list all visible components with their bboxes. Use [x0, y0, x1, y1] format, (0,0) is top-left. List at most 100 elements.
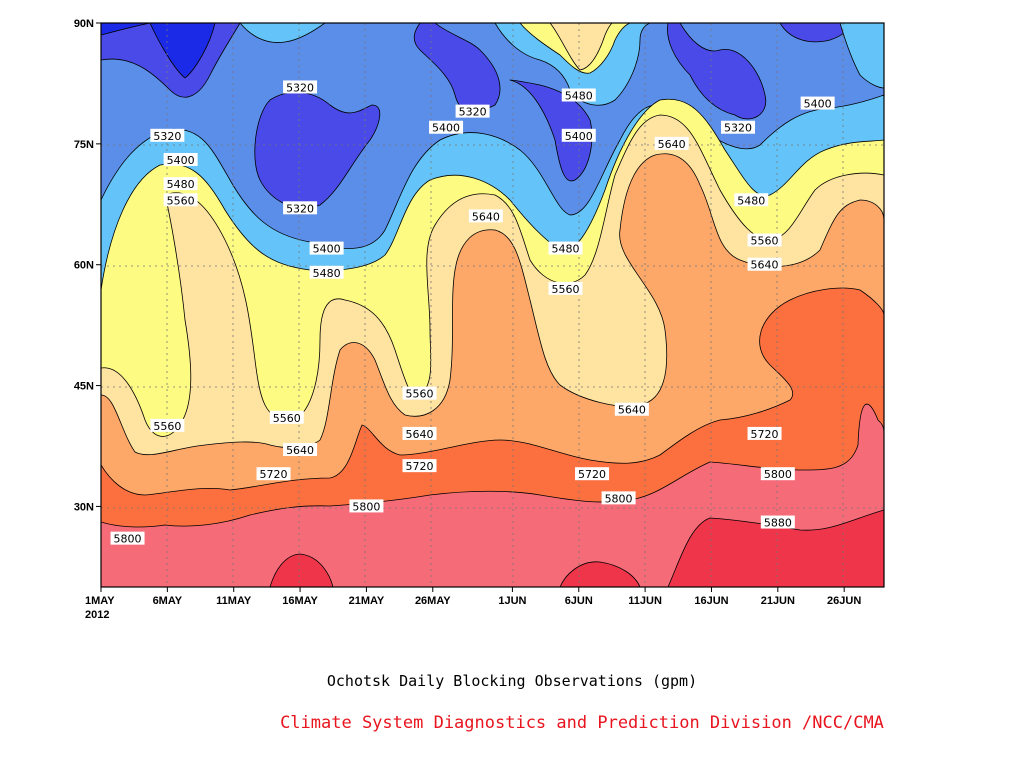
- contour-label: 5320: [455, 104, 490, 119]
- contour-label-text: 5480: [737, 194, 765, 207]
- x-year-label: 2012: [85, 609, 109, 621]
- contour-label-box: [734, 193, 769, 207]
- credit-line: Climate System Diagnostics and Predictio…: [280, 713, 884, 733]
- contour-label-text: 5720: [406, 460, 434, 473]
- contour-label: 5640: [402, 426, 437, 441]
- contour-label-box: [747, 257, 782, 271]
- contour-label-text: 5640: [406, 428, 434, 441]
- contour-label-box: [747, 426, 782, 440]
- x-tick-label: 6MAY: [153, 595, 183, 607]
- contour-label-box: [309, 241, 344, 255]
- contour-label-text: 5320: [153, 130, 181, 143]
- contour-label-box: [269, 410, 304, 424]
- contour-label-box: [163, 177, 198, 191]
- x-tick-label: 11MAY: [216, 595, 252, 607]
- contour-label: 5800: [760, 467, 795, 481]
- contour-label: 5560: [402, 386, 437, 401]
- contour-label-box: [561, 88, 596, 102]
- contour-label: 5720: [402, 459, 437, 473]
- y-tick-label: 60N: [74, 260, 94, 272]
- contour-label: 5400: [800, 96, 835, 111]
- contour-label-box: [402, 459, 437, 473]
- y-tick-label: 30N: [74, 501, 94, 513]
- contour-band-above-5880: [269, 553, 334, 587]
- x-tick-label: 26JUN: [827, 595, 861, 607]
- contour-label: 5640: [614, 402, 649, 417]
- contour-label: 5400: [561, 128, 596, 143]
- contour-label: 5800: [601, 491, 636, 505]
- contour-label-text: 5800: [764, 468, 792, 481]
- contour-label-text: 5560: [167, 194, 195, 207]
- contour-label-box: [760, 515, 795, 529]
- contour-label: 5640: [747, 257, 782, 272]
- contour-label: 5800: [349, 499, 384, 513]
- contour-label-box: [614, 402, 649, 416]
- contour-label: 5320: [150, 128, 185, 143]
- filled-contours: [101, 23, 884, 587]
- contour-label-text: 5320: [286, 202, 314, 215]
- contour-label: 5800: [110, 531, 145, 546]
- x-axis: 1MAY 6MAY 11MAY 16MAY 21MAY 26MAY 1JUN 6JUN 11JU…: [85, 587, 861, 621]
- contour-label-text: 5400: [313, 243, 341, 256]
- contour-label-text: 5480: [167, 178, 195, 191]
- contour-label-text: 5800: [605, 492, 633, 505]
- contour-label: 5320: [283, 80, 318, 94]
- contour-label-text: 5560: [751, 235, 779, 248]
- x-tick-label: 1MAY: [85, 595, 115, 607]
- x-tick-label: 6JUN: [565, 595, 593, 607]
- x-tick-label: 1JUN: [498, 595, 526, 607]
- contour-label-box: [309, 265, 344, 279]
- contour-label-box: [150, 418, 185, 432]
- contour-label-text: 5560: [273, 412, 301, 425]
- contour-label-box: [721, 120, 756, 134]
- contour-label-box: [256, 467, 291, 481]
- contour-label-text: 5640: [658, 138, 686, 151]
- contour-label-box: [760, 467, 795, 481]
- contour-label-box: [548, 281, 583, 295]
- contour-label-box: [283, 201, 318, 215]
- contour-label: 5640: [468, 209, 503, 223]
- contour-band-below-5320: [254, 91, 381, 209]
- contour-label: 5640: [654, 136, 689, 151]
- contour-label: 5560: [747, 233, 782, 248]
- contour-label: 5560: [150, 418, 185, 433]
- contour-label: 5880: [760, 515, 795, 530]
- contour-label-box: [800, 96, 835, 110]
- contour-label: 5720: [747, 426, 782, 441]
- contour-label-text: 5720: [751, 428, 779, 441]
- contour-label-box: [468, 209, 503, 223]
- contour-label: 5400: [309, 241, 344, 256]
- contour-chart: 5320 5320 5320 5320 5320 5400 5400 5400 5400 5400…: [74, 18, 885, 621]
- contour-label-text: 5480: [313, 267, 341, 280]
- contour-label-box: [747, 233, 782, 247]
- contour-label: 5480: [734, 193, 769, 207]
- y-tick-label: 90N: [74, 18, 94, 30]
- contour-label-text: 5320: [724, 122, 752, 135]
- contour-label-box: [283, 80, 318, 94]
- contour-label-text: 5640: [286, 444, 314, 457]
- contour-label-text: 5720: [578, 468, 606, 481]
- contour-label-text: 5560: [153, 420, 181, 433]
- contour-band-5400-5480: [239, 23, 326, 43]
- contour-band-below-5320: [509, 79, 593, 182]
- contour-label-text: 5400: [804, 98, 832, 111]
- x-tick-label: 21MAY: [349, 595, 385, 607]
- contour-label-text: 5640: [472, 210, 500, 223]
- contour-band-above-5880: [559, 561, 641, 587]
- contour-label-box: [575, 467, 610, 481]
- contour-labels: 5320 5320 5320 5320 5320 5400 5400 5400 5400 5400…: [110, 80, 835, 546]
- x-tick-label: 11JUN: [628, 595, 662, 607]
- contour-label-text: 5480: [551, 243, 579, 256]
- contour-label-box: [429, 120, 464, 134]
- chart-title: Ochotsk Daily Blocking Observations (gpm…: [326, 672, 698, 690]
- contour-label-box: [601, 491, 636, 505]
- contour-label: 5560: [269, 410, 304, 425]
- contour-label: 5640: [283, 443, 318, 457]
- contour-label-box: [349, 499, 384, 513]
- contour-label-text: 5720: [260, 468, 288, 481]
- y-axis: 90N 75N 60N 45N 30N: [74, 18, 101, 513]
- contour-label-text: 5560: [406, 388, 434, 401]
- contour-label-box: [548, 241, 583, 255]
- contour-label-box: [561, 128, 596, 142]
- x-tick-label: 16MAY: [282, 595, 318, 607]
